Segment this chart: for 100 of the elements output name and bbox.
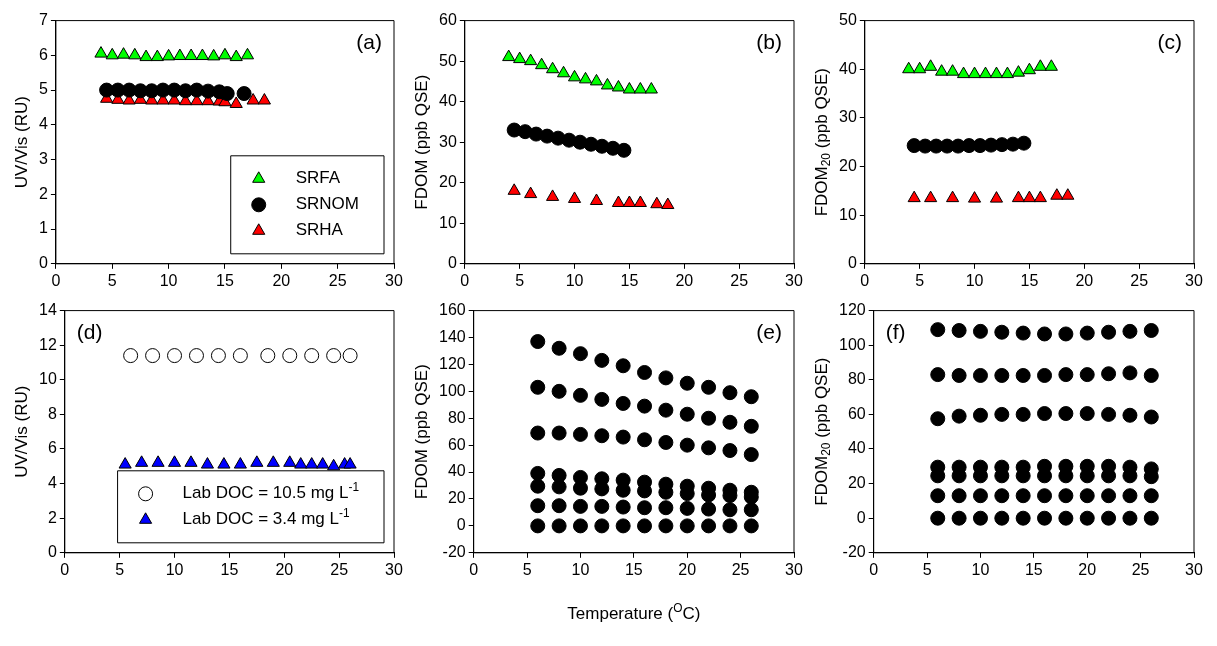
x-tick-label: 30 <box>385 560 403 578</box>
annotation: (d) <box>76 319 103 343</box>
y-tick-label: 50 <box>839 11 857 29</box>
x-tick-label: 20 <box>272 271 291 289</box>
x-tick-label: 25 <box>328 271 347 289</box>
y-tick-label: 5 <box>38 80 48 98</box>
x-tick-label: 30 <box>385 271 403 289</box>
x-tick-label: 20 <box>678 560 697 578</box>
y-tick-label: 0 <box>856 508 866 526</box>
y-tick-label: 60 <box>439 11 457 29</box>
y-tick-label: -20 <box>842 543 866 561</box>
y-tick-label: 50 <box>439 51 457 69</box>
x-tick-label: 0 <box>60 560 70 578</box>
x-tick-label: 30 <box>785 560 803 578</box>
y-tick-label: 40 <box>447 462 466 480</box>
x-tick-label: 15 <box>1024 560 1043 578</box>
y-tick-label: 2 <box>38 184 48 202</box>
x-tick-label: 5 <box>115 560 125 578</box>
y-tick-label: 80 <box>847 370 866 388</box>
y-tick-label: 0 <box>38 254 48 272</box>
y-tick-label: 10 <box>839 205 857 223</box>
legend-label: SRNOM <box>295 194 359 214</box>
y-tick-label: 10 <box>39 370 57 388</box>
y-tick-label: 10 <box>439 213 457 231</box>
y-tick-label: 40 <box>439 92 457 110</box>
annotation: (a) <box>356 29 383 53</box>
x-tick-label: 25 <box>330 560 349 578</box>
y-tick-label: 140 <box>438 327 466 345</box>
x-tick-label: 20 <box>675 271 694 289</box>
x-tick-label: 0 <box>469 560 479 578</box>
legend-label: SRHA <box>295 220 344 240</box>
annotation: (e) <box>756 319 783 343</box>
x-tick-label: 25 <box>1130 271 1149 289</box>
y-tick-label: 100 <box>838 335 866 353</box>
y-axis-title: FDOM20 (ppb QSE) <box>811 357 834 506</box>
y-tick-label: 7 <box>38 11 48 29</box>
x-tick-label: 15 <box>620 271 639 289</box>
y-tick-label: 20 <box>439 173 457 191</box>
y-tick-label: 14 <box>39 301 57 319</box>
x-tick-label: 10 <box>971 560 990 578</box>
y-axis-title: UV/Vis (RU) <box>11 385 31 478</box>
y-tick-label: 0 <box>47 543 57 561</box>
y-axis-title: UV/Vis (RU) <box>11 96 31 189</box>
y-tick-label: 12 <box>39 335 57 353</box>
y-tick-label: 1 <box>38 219 48 237</box>
y-tick-label: 8 <box>47 404 57 422</box>
x-tick-label: 15 <box>624 560 643 578</box>
x-tick-label: 15 <box>1020 271 1039 289</box>
x-tick-label: 10 <box>565 271 584 289</box>
x-tick-label: 30 <box>785 271 803 289</box>
y-tick-label: 120 <box>438 354 466 372</box>
x-tick-label: 5 <box>522 560 532 578</box>
x-tick-label: 20 <box>1078 560 1097 578</box>
y-tick-label: 4 <box>47 474 57 492</box>
x-tick-label: 10 <box>165 560 184 578</box>
y-tick-label: 2 <box>47 508 57 526</box>
x-tick-label: 20 <box>275 560 294 578</box>
y-tick-label: 30 <box>839 108 857 126</box>
y-axis-title: FDOM (ppb QSE) <box>411 74 431 210</box>
y-tick-label: 20 <box>847 474 866 492</box>
y-tick-label: 20 <box>447 489 466 507</box>
x-tick-label: 0 <box>869 560 879 578</box>
x-tick-label: 25 <box>731 560 750 578</box>
y-tick-label: 6 <box>38 45 48 63</box>
x-tick-label: 5 <box>515 271 525 289</box>
y-axis-title: FDOM20 (ppb QSE) <box>811 68 834 217</box>
annotation: (f) <box>885 319 906 343</box>
x-tick-label: 20 <box>1075 271 1094 289</box>
y-tick-label: 80 <box>447 408 466 426</box>
x-tick-label: 30 <box>1185 560 1203 578</box>
y-tick-label: -20 <box>442 543 466 561</box>
y-tick-label: 120 <box>838 301 866 319</box>
y-axis-title: FDOM (ppb QSE) <box>411 364 431 500</box>
y-tick-label: 40 <box>839 59 857 77</box>
y-tick-label: 60 <box>847 404 866 422</box>
x-tick-label: 25 <box>1131 560 1150 578</box>
y-tick-label: 40 <box>847 439 866 457</box>
x-tick-label: 15 <box>216 271 234 289</box>
y-tick-label: 0 <box>456 516 466 534</box>
y-tick-label: 0 <box>447 254 457 272</box>
x-tick-label: 10 <box>159 271 178 289</box>
x-tick-label: 30 <box>1185 271 1203 289</box>
x-tick-label: 5 <box>922 560 932 578</box>
y-tick-label: 20 <box>839 156 857 174</box>
y-tick-label: 160 <box>438 301 466 319</box>
y-tick-label: 100 <box>438 381 466 399</box>
x-tick-label: 5 <box>915 271 925 289</box>
annotation: (c) <box>1157 29 1183 53</box>
annotation: (b) <box>756 29 783 53</box>
y-tick-label: 0 <box>847 254 857 272</box>
y-tick-label: 4 <box>38 115 48 133</box>
legend-label: SRFA <box>295 168 341 188</box>
x-tick-label: 5 <box>107 271 117 289</box>
y-tick-label: 3 <box>38 149 48 167</box>
x-tick-label: 10 <box>965 271 984 289</box>
y-tick-label: 60 <box>447 435 466 453</box>
y-tick-label: 30 <box>439 132 457 150</box>
y-tick-label: 6 <box>47 439 57 457</box>
x-tick-label: 25 <box>730 271 749 289</box>
x-tick-label: 15 <box>220 560 239 578</box>
